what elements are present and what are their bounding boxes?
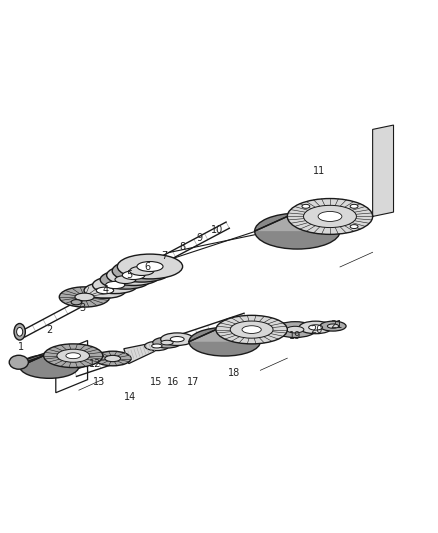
Ellipse shape bbox=[105, 356, 120, 361]
Ellipse shape bbox=[320, 321, 346, 331]
Text: 11: 11 bbox=[313, 166, 325, 176]
Text: 1: 1 bbox=[18, 342, 24, 352]
Ellipse shape bbox=[286, 326, 304, 333]
Polygon shape bbox=[373, 125, 393, 216]
Ellipse shape bbox=[115, 276, 136, 284]
Ellipse shape bbox=[9, 356, 28, 369]
Ellipse shape bbox=[59, 287, 110, 307]
Ellipse shape bbox=[100, 270, 151, 289]
Polygon shape bbox=[189, 329, 287, 342]
Text: 15: 15 bbox=[150, 377, 162, 387]
Ellipse shape bbox=[57, 349, 89, 362]
Ellipse shape bbox=[161, 340, 173, 345]
Text: 8: 8 bbox=[179, 242, 185, 252]
Ellipse shape bbox=[242, 326, 261, 334]
Polygon shape bbox=[124, 343, 155, 364]
Text: 3: 3 bbox=[79, 303, 85, 313]
Ellipse shape bbox=[254, 213, 340, 249]
Ellipse shape bbox=[216, 316, 287, 344]
Ellipse shape bbox=[189, 327, 260, 356]
Ellipse shape bbox=[350, 224, 358, 229]
Ellipse shape bbox=[318, 212, 342, 221]
Ellipse shape bbox=[106, 281, 125, 289]
Ellipse shape bbox=[130, 266, 154, 276]
Ellipse shape bbox=[137, 262, 163, 271]
Ellipse shape bbox=[145, 341, 169, 351]
Ellipse shape bbox=[92, 277, 138, 294]
Text: 2: 2 bbox=[46, 325, 53, 335]
Ellipse shape bbox=[20, 354, 79, 378]
Text: 16: 16 bbox=[167, 377, 180, 387]
Ellipse shape bbox=[66, 353, 81, 359]
Ellipse shape bbox=[14, 324, 25, 340]
Ellipse shape bbox=[350, 204, 358, 208]
Ellipse shape bbox=[309, 325, 322, 330]
Ellipse shape bbox=[71, 300, 81, 305]
Text: 6: 6 bbox=[144, 262, 150, 271]
Ellipse shape bbox=[230, 321, 273, 338]
Text: 18: 18 bbox=[228, 368, 240, 378]
Polygon shape bbox=[254, 216, 373, 231]
Ellipse shape bbox=[122, 271, 145, 279]
Ellipse shape bbox=[44, 344, 103, 368]
Ellipse shape bbox=[170, 336, 184, 342]
Text: 21: 21 bbox=[330, 320, 343, 330]
Text: 10: 10 bbox=[211, 224, 223, 235]
Ellipse shape bbox=[96, 287, 114, 294]
Ellipse shape bbox=[152, 344, 162, 348]
Ellipse shape bbox=[17, 327, 23, 336]
Ellipse shape bbox=[287, 198, 373, 235]
Ellipse shape bbox=[327, 324, 339, 328]
Text: 17: 17 bbox=[187, 377, 199, 387]
Text: 9: 9 bbox=[196, 233, 202, 243]
Ellipse shape bbox=[274, 322, 316, 337]
Ellipse shape bbox=[106, 265, 161, 286]
Ellipse shape bbox=[75, 293, 94, 301]
Ellipse shape bbox=[302, 204, 310, 208]
Text: 7: 7 bbox=[162, 251, 168, 261]
Text: 5: 5 bbox=[127, 270, 133, 280]
Ellipse shape bbox=[95, 351, 131, 366]
Text: 13: 13 bbox=[93, 377, 106, 387]
Ellipse shape bbox=[161, 333, 194, 345]
Ellipse shape bbox=[153, 337, 181, 348]
Text: 20: 20 bbox=[311, 325, 323, 335]
Text: 4: 4 bbox=[103, 286, 109, 295]
Text: 19: 19 bbox=[289, 331, 301, 341]
Polygon shape bbox=[20, 356, 103, 367]
Ellipse shape bbox=[299, 321, 332, 334]
Text: 12: 12 bbox=[89, 359, 101, 369]
Text: 14: 14 bbox=[124, 392, 136, 402]
Ellipse shape bbox=[84, 282, 126, 298]
Ellipse shape bbox=[304, 205, 357, 228]
Ellipse shape bbox=[112, 260, 171, 282]
Ellipse shape bbox=[117, 254, 183, 279]
